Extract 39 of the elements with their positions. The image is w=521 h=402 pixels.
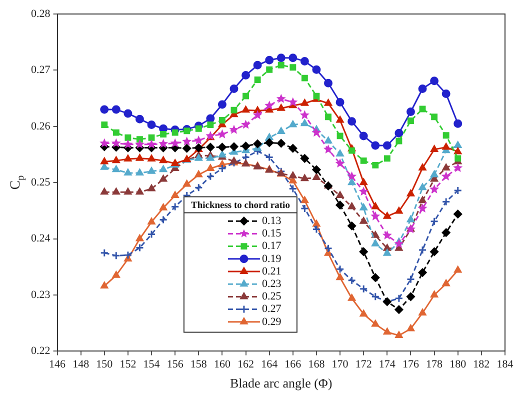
- x-tick-label: 148: [72, 358, 90, 371]
- legend-title: Thickness to chord ratio: [190, 200, 290, 211]
- x-tick-label: 170: [332, 358, 349, 371]
- x-tick-label: 156: [166, 358, 184, 371]
- x-axis-title: Blade arc angle (Φ): [230, 376, 332, 391]
- legend-label: 0.27: [262, 303, 282, 316]
- y-tick-label: 0.25: [31, 176, 51, 188]
- x-tick-label: 184: [496, 358, 514, 371]
- x-tick-label: 158: [190, 358, 208, 371]
- x-tick-label: 162: [238, 358, 254, 371]
- y-tick-label: 0.24: [31, 232, 51, 245]
- x-tick-label: 164: [261, 358, 278, 371]
- x-tick-label: 174: [378, 358, 396, 371]
- x-tick-label: 180: [450, 358, 467, 371]
- legend-label: 0.13: [262, 214, 282, 227]
- x-tick-label: 150: [96, 358, 114, 371]
- legend-label: 0.17: [262, 240, 282, 252]
- y-axis-title: Cp: [8, 175, 27, 190]
- x-tick-label: 178: [426, 358, 444, 371]
- legend-label: 0.25: [262, 290, 282, 303]
- x-tick-label: 166: [284, 358, 302, 371]
- x-tick-label: 172: [355, 358, 372, 371]
- x-tick-label: 182: [473, 358, 490, 371]
- legend-label: 0.29: [262, 316, 282, 328]
- y-tick-label: 0.22: [31, 345, 50, 358]
- legend-label: 0.15: [262, 228, 282, 240]
- y-tick-label: 0.26: [31, 120, 51, 132]
- y-tick-label: 0.27: [31, 64, 51, 76]
- x-tick-label: 176: [402, 358, 420, 371]
- x-tick-label: 168: [308, 358, 326, 371]
- legend-label: 0.19: [262, 252, 282, 265]
- y-tick-label: 0.28: [31, 8, 51, 20]
- x-tick-label: 152: [120, 358, 136, 371]
- x-tick-label: 160: [214, 358, 231, 371]
- legend-label: 0.21: [262, 265, 282, 278]
- x-tick-label: 154: [143, 358, 160, 371]
- y-tick-label: 0.23: [31, 288, 51, 301]
- legend-label: 0.23: [262, 278, 282, 290]
- x-tick-label: 146: [49, 358, 66, 371]
